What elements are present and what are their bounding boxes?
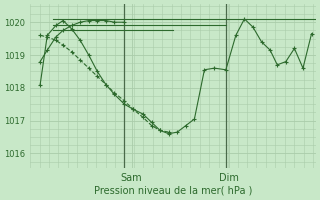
X-axis label: Pression niveau de la mer( hPa ): Pression niveau de la mer( hPa ) xyxy=(94,186,252,196)
